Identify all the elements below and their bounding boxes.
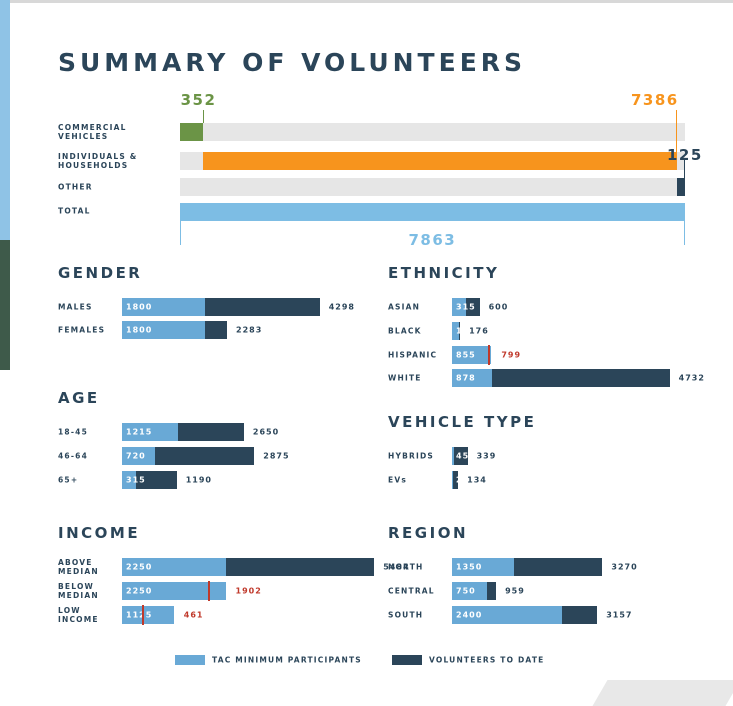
category-label: FEMALES [58,326,116,335]
volunteer-label: 2650 [253,428,279,437]
total-bar [180,203,685,221]
category-label: LOW INCOME [58,606,116,624]
value-label: 125 [667,146,703,164]
corner-shape [592,680,733,706]
bracket [684,221,685,245]
category-label: BELOW MEDIAN [58,582,116,600]
tac-label: 2250 [126,563,152,572]
category-label: ABOVE MEDIAN [58,558,116,576]
tac-label: 2250 [126,587,152,596]
tac-label: 2400 [456,611,482,620]
side-strip [0,240,10,370]
volunteer-label: 959 [505,587,525,596]
volunteer-label: 4298 [329,303,355,312]
volunteer-label: 134 [467,476,487,485]
total-label: 7863 [409,231,457,249]
category-label: NORTH [388,563,446,572]
category-label: HISPANIC [388,351,446,360]
panel-title: INCOME [58,524,140,542]
category-label: HYBRIDS [388,452,446,461]
tac-label: 855 [456,351,476,360]
category-label: WHITE [388,374,446,383]
value-label: 7386 [631,91,679,109]
category-label: ASIAN [388,303,446,312]
volunteer-label: 2875 [263,452,289,461]
volunteer-marker [208,581,210,601]
connector [203,110,204,123]
category-label: MALES [58,303,116,312]
volunteer-marker [488,345,490,365]
volunteer-label: 3270 [611,563,637,572]
tac-bar [452,471,453,489]
track [180,178,685,196]
volunteer-label: 600 [489,303,509,312]
category-label: OTHER [58,183,138,192]
category-label: COMMERCIAL VEHICLES [58,123,138,141]
tac-label: 1215 [126,428,152,437]
volunteer-label: 1902 [236,587,262,596]
legend-label: VOLUNTEERS TO DATE [429,656,544,665]
volunteer-label: 339 [477,452,497,461]
panel-title: ETHNICITY [388,264,499,282]
category-label: 65+ [58,476,116,485]
volunteer-label: 461 [184,611,204,620]
tac-label: 750 [456,587,476,596]
panel-title: REGION [388,524,468,542]
tac-label: 1800 [126,303,152,312]
category-label: 18-45 [58,428,116,437]
tac-label: 1350 [456,563,482,572]
volunteer-label: 799 [501,351,521,360]
volunteer-label: 2283 [236,326,262,335]
legend-label: TAC MINIMUM PARTICIPANTS [212,656,362,665]
panel-title: GENDER [58,264,142,282]
bracket [180,221,181,245]
tac-label: 878 [456,374,476,383]
value-label: 352 [181,91,217,109]
tac-label: 1800 [126,326,152,335]
category-label: INDIVIDUALS & HOUSEHOLDS [58,152,138,170]
volunteer-label: 1190 [186,476,212,485]
category-label: SOUTH [388,611,446,620]
tac-label: 315 [456,303,476,312]
tac-label: 720 [126,452,146,461]
volunteer-label: 3157 [606,611,632,620]
page-title: SUMMARY OF VOLUNTEERS [58,48,526,77]
category-label: CENTRAL [388,587,446,596]
volunteer-marker [142,605,144,625]
panel-title: VEHICLE TYPE [388,413,536,431]
panel-title: AGE [58,389,100,407]
tac-label: 315 [126,476,146,485]
category-label: BLACK [388,327,446,336]
volunteer-label: 4732 [679,374,705,383]
legend-swatch [175,655,205,665]
tac-label: 1125 [126,611,152,620]
track [180,123,685,141]
segment [180,123,203,141]
legend-swatch [392,655,422,665]
volunteer-label: 176 [469,327,489,336]
tac-bar [452,447,454,465]
category-label: EVs [388,476,446,485]
tac-label: 45 [456,452,469,461]
infographic: SUMMARY OF VOLUNTEERS COMMERCIAL VEHICLE… [0,0,733,706]
segment [677,178,685,196]
segment [203,152,677,170]
top-edge [0,0,733,3]
category-label: 46-64 [58,452,116,461]
category-label: TOTAL [58,207,91,216]
side-strip [0,0,10,240]
